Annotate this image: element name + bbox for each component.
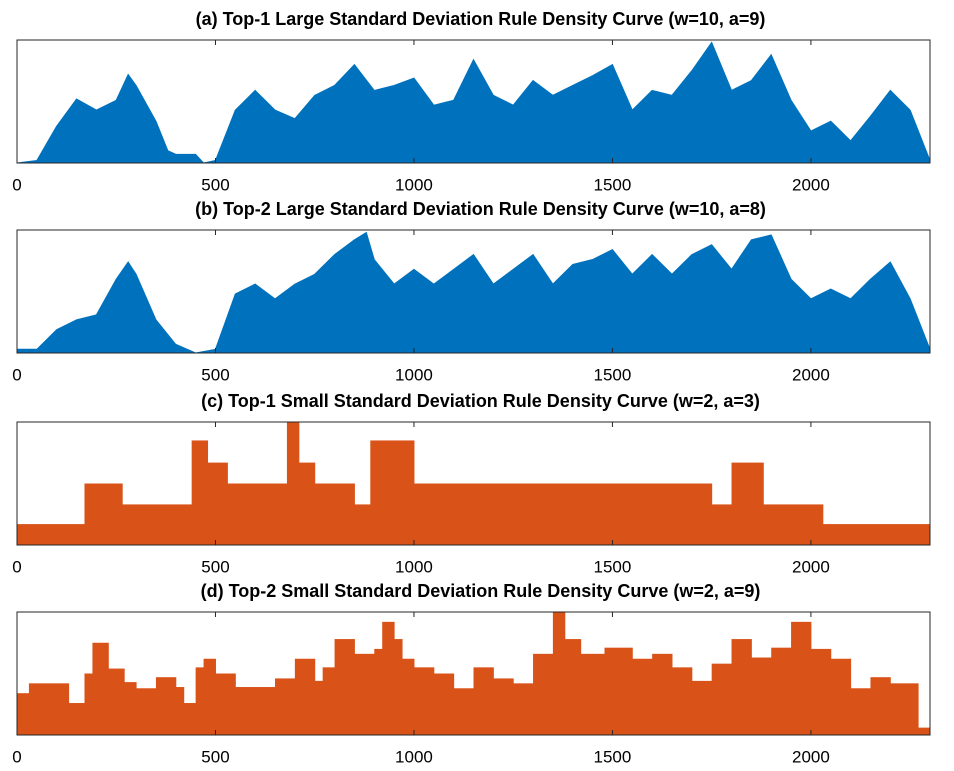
chart-title: (c) Top-1 Small Standard Deviation Rule … bbox=[201, 391, 760, 411]
x-tick-label: 500 bbox=[201, 747, 229, 766]
density-step bbox=[354, 504, 371, 545]
chart-title: (a) Top-1 Large Standard Deviation Rule … bbox=[196, 9, 766, 29]
density-step bbox=[92, 642, 109, 735]
density-step bbox=[322, 667, 336, 735]
x-tick-label: 1500 bbox=[594, 365, 632, 384]
density-step bbox=[691, 680, 713, 735]
x-tick-label: 1000 bbox=[395, 747, 433, 766]
density-step bbox=[822, 524, 931, 545]
density-step bbox=[533, 653, 554, 735]
density-step bbox=[108, 668, 125, 735]
density-step bbox=[215, 673, 236, 735]
density-step bbox=[84, 673, 93, 735]
density-step bbox=[382, 621, 395, 735]
density-step bbox=[453, 688, 474, 735]
x-tick-label: 500 bbox=[201, 557, 229, 576]
density-step bbox=[604, 647, 633, 735]
axes-box bbox=[16, 611, 931, 736]
x-tick-label: 0 bbox=[12, 747, 21, 766]
density-step bbox=[850, 688, 871, 735]
axes-box bbox=[16, 421, 931, 546]
density-step bbox=[564, 639, 582, 735]
axes-box bbox=[16, 229, 931, 354]
density-step bbox=[203, 658, 216, 735]
density-step bbox=[413, 483, 713, 545]
density-step bbox=[68, 703, 85, 735]
density-step bbox=[493, 678, 514, 735]
x-tick-label: 2000 bbox=[792, 557, 830, 576]
density-step bbox=[402, 658, 415, 735]
density-step bbox=[298, 462, 316, 545]
density-step bbox=[711, 504, 733, 545]
density-step bbox=[235, 687, 276, 735]
x-tick-label: 500 bbox=[201, 365, 229, 384]
density-step bbox=[370, 440, 415, 545]
density-step bbox=[227, 483, 288, 545]
density-step bbox=[830, 658, 852, 735]
density-step bbox=[17, 524, 85, 545]
density-step bbox=[771, 647, 792, 735]
density-step bbox=[136, 688, 157, 735]
x-tick-label: 0 bbox=[12, 175, 21, 194]
x-tick-label: 1000 bbox=[395, 365, 433, 384]
chart-title: (d) Top-2 Small Standard Deviation Rule … bbox=[201, 581, 761, 601]
density-step bbox=[155, 677, 177, 735]
density-step bbox=[890, 683, 919, 735]
x-tick-label: 1000 bbox=[395, 175, 433, 194]
density-step bbox=[731, 462, 764, 545]
x-tick-label: 500 bbox=[201, 175, 229, 194]
x-tick-label: 1500 bbox=[594, 557, 632, 576]
density-step bbox=[294, 658, 316, 735]
density-step bbox=[207, 462, 228, 545]
density-step bbox=[870, 677, 891, 735]
density-area bbox=[16, 231, 931, 354]
density-area bbox=[16, 41, 931, 164]
density-step bbox=[84, 483, 123, 545]
density-step bbox=[711, 663, 733, 735]
density-step bbox=[652, 653, 673, 735]
density-step bbox=[751, 657, 772, 735]
density-step bbox=[124, 682, 137, 735]
density-step bbox=[122, 504, 193, 545]
chart-title: (b) Top-2 Large Standard Deviation Rule … bbox=[195, 199, 766, 219]
density-step bbox=[314, 680, 324, 735]
x-tick-label: 2000 bbox=[792, 175, 830, 194]
x-tick-label: 1500 bbox=[594, 747, 632, 766]
axes-box bbox=[16, 39, 931, 164]
density-step bbox=[195, 667, 205, 735]
density-step bbox=[791, 621, 812, 735]
density-step bbox=[433, 673, 455, 735]
density-step bbox=[918, 727, 931, 735]
x-tick-label: 1000 bbox=[395, 557, 433, 576]
density-step bbox=[671, 667, 693, 735]
density-step bbox=[552, 612, 566, 735]
density-step bbox=[314, 483, 355, 545]
density-step bbox=[473, 667, 494, 735]
density-step bbox=[191, 440, 209, 545]
density-step bbox=[334, 639, 355, 735]
density-step bbox=[275, 678, 296, 735]
density-step bbox=[175, 687, 185, 735]
density-step bbox=[394, 639, 403, 735]
density-step bbox=[731, 639, 752, 735]
density-step bbox=[810, 648, 832, 735]
x-tick-label: 1500 bbox=[594, 175, 632, 194]
density-step bbox=[354, 653, 375, 735]
x-tick-label: 2000 bbox=[792, 365, 830, 384]
density-step bbox=[580, 653, 605, 735]
x-tick-label: 0 bbox=[12, 557, 21, 576]
x-tick-label: 2000 bbox=[792, 747, 830, 766]
density-step bbox=[413, 667, 435, 735]
density-step bbox=[632, 658, 653, 735]
density-step bbox=[763, 504, 824, 545]
density-step bbox=[513, 683, 534, 735]
density-step bbox=[17, 693, 30, 735]
density-step bbox=[28, 683, 70, 735]
density-step bbox=[183, 703, 197, 735]
x-tick-label: 0 bbox=[12, 365, 21, 384]
density-step bbox=[286, 422, 300, 545]
density-step bbox=[374, 648, 383, 735]
